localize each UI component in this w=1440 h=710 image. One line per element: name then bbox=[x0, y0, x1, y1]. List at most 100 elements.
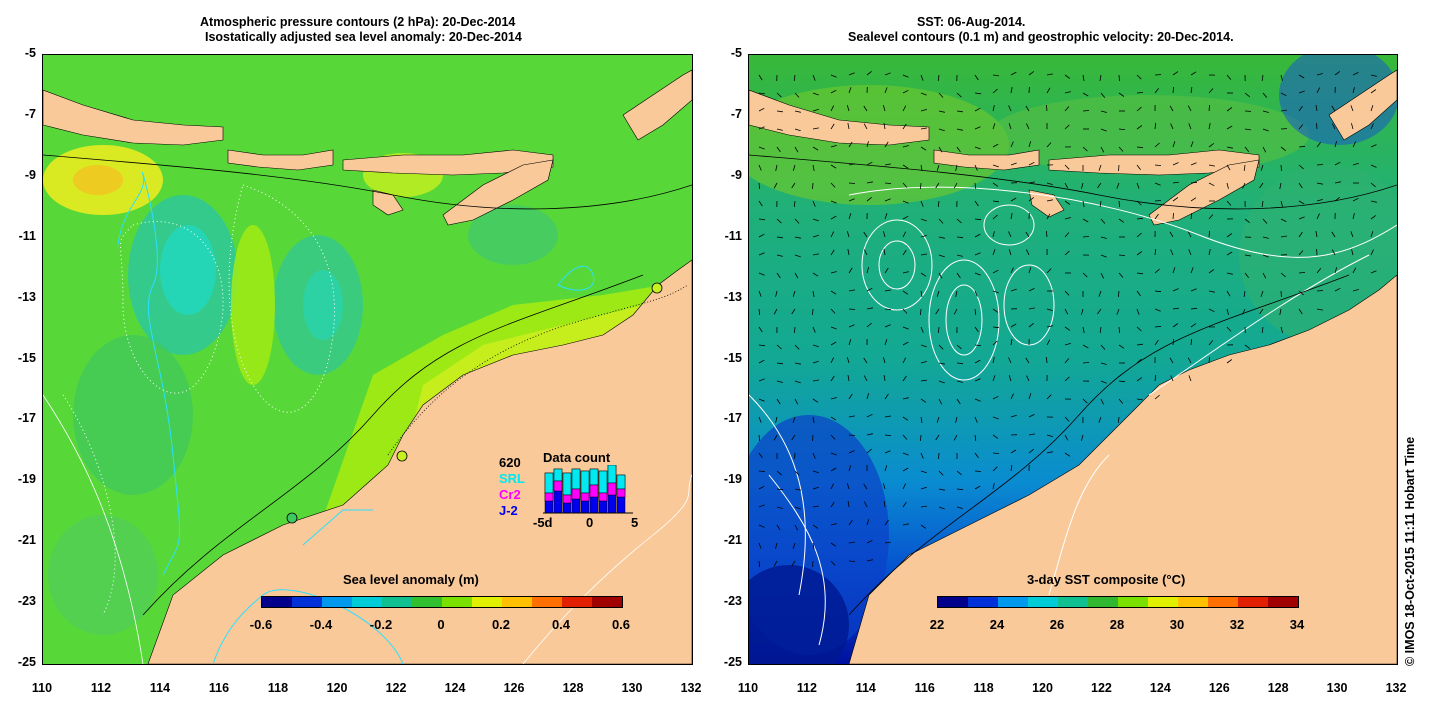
velocity-arrow bbox=[758, 200, 763, 207]
velocity-arrow bbox=[812, 127, 819, 130]
velocity-arrow bbox=[1010, 339, 1013, 346]
velocity-arrow bbox=[1187, 231, 1192, 238]
velocity-arrow bbox=[1008, 123, 1012, 130]
velocity-arrow bbox=[1082, 362, 1090, 364]
velocity-arrow bbox=[974, 164, 978, 171]
velocity-arrow bbox=[1298, 290, 1304, 296]
velocity-arrow bbox=[1187, 105, 1192, 112]
velocity-arrow bbox=[1370, 105, 1374, 112]
velocity-arrow bbox=[938, 236, 945, 239]
velocity-arrow bbox=[992, 395, 999, 400]
left-colorbar bbox=[261, 596, 623, 608]
velocity-arrow bbox=[1244, 92, 1250, 98]
velocity-arrow bbox=[1046, 73, 1053, 76]
velocity-arrow bbox=[1098, 164, 1102, 171]
velocity-arrow bbox=[920, 218, 927, 222]
velocity-arrow bbox=[920, 272, 927, 277]
velocity-arrow bbox=[992, 357, 995, 364]
velocity-arrow bbox=[1172, 323, 1179, 328]
velocity-arrow bbox=[920, 344, 927, 348]
velocity-arrow bbox=[830, 523, 837, 526]
velocity-arrow bbox=[937, 200, 940, 208]
velocity-arrow bbox=[758, 470, 766, 472]
velocity-arrow bbox=[938, 272, 943, 279]
velocity-arrow bbox=[1154, 375, 1157, 382]
velocity-arrow bbox=[863, 105, 868, 112]
velocity-arrow bbox=[812, 452, 816, 459]
velocity-arrow bbox=[775, 290, 778, 297]
velocity-arrow bbox=[902, 164, 909, 169]
velocity-arrow bbox=[1280, 92, 1287, 97]
velocity-arrow bbox=[883, 123, 886, 130]
velocity-arrow bbox=[956, 110, 963, 113]
velocity-arrow bbox=[992, 200, 999, 203]
velocity-arrow bbox=[920, 505, 927, 508]
velocity-arrow bbox=[1334, 196, 1340, 202]
velocity-arrow bbox=[1154, 182, 1161, 186]
velocity-arrow bbox=[1208, 143, 1215, 148]
x-tick-label: 132 bbox=[680, 681, 702, 695]
velocity-arrow bbox=[920, 146, 927, 151]
velocity-arrow bbox=[938, 470, 944, 476]
velocity-arrow bbox=[1243, 290, 1246, 297]
velocity-arrow bbox=[1136, 272, 1144, 275]
velocity-arrow bbox=[776, 380, 783, 383]
velocity-arrow bbox=[863, 375, 868, 382]
velocity-arrow bbox=[1226, 164, 1231, 171]
velocity-arrow bbox=[1118, 326, 1121, 334]
velocity-arrow bbox=[882, 483, 886, 490]
velocity-arrow bbox=[1370, 123, 1374, 130]
velocity-arrow bbox=[794, 344, 800, 350]
velocity-arrow bbox=[938, 326, 940, 334]
velocity-arrow bbox=[794, 452, 796, 460]
velocity-arrow bbox=[1046, 339, 1051, 346]
velocity-arrow bbox=[974, 107, 981, 112]
velocity-arrow bbox=[1154, 248, 1157, 256]
velocity-arrow bbox=[1370, 249, 1374, 256]
velocity-arrow bbox=[1118, 398, 1124, 404]
velocity-arrow bbox=[992, 214, 998, 220]
velocity-arrow bbox=[1226, 146, 1233, 149]
velocity-arrow bbox=[1100, 218, 1106, 224]
velocity-arrow bbox=[758, 252, 765, 256]
velocity-arrow bbox=[1046, 87, 1051, 94]
velocity-arrow bbox=[902, 271, 909, 274]
velocity-arrow bbox=[830, 357, 834, 364]
velocity-arrow bbox=[792, 164, 796, 171]
velocity-arrow bbox=[773, 434, 778, 441]
velocity-arrow bbox=[1010, 323, 1017, 328]
sst-map-graphic bbox=[749, 55, 1397, 664]
velocity-arrow bbox=[1118, 254, 1126, 256]
velocity-arrow bbox=[955, 416, 958, 423]
velocity-arrow bbox=[1154, 142, 1160, 148]
velocity-arrow bbox=[1136, 146, 1144, 149]
velocity-arrow bbox=[776, 110, 783, 113]
velocity-arrow bbox=[1046, 199, 1053, 202]
velocity-arrow bbox=[884, 141, 889, 148]
colorbar-segment bbox=[1208, 597, 1238, 607]
velocity-arrow bbox=[1064, 182, 1069, 189]
velocity-arrow bbox=[974, 233, 981, 238]
velocity-arrow bbox=[830, 123, 835, 130]
velocity-arrow bbox=[902, 483, 907, 490]
velocity-arrow bbox=[848, 267, 853, 274]
velocity-arrow bbox=[848, 465, 852, 472]
velocity-arrow bbox=[1100, 344, 1106, 350]
velocity-arrow bbox=[1260, 290, 1264, 297]
sea-level-anomaly-map-graphic bbox=[43, 55, 692, 664]
velocity-arrow bbox=[1352, 72, 1359, 76]
velocity-arrow bbox=[866, 287, 873, 292]
left-title-line2: Isostatically adjusted sea level anomaly… bbox=[205, 30, 522, 44]
velocity-arrow bbox=[776, 470, 782, 476]
y-tick-label: -11 bbox=[18, 228, 36, 243]
velocity-arrow bbox=[1064, 290, 1070, 296]
velocity-arrow bbox=[1262, 92, 1268, 98]
velocity-arrow bbox=[758, 182, 761, 190]
velocity-arrow bbox=[992, 416, 999, 420]
velocity-arrow bbox=[1316, 290, 1324, 292]
velocity-arrow bbox=[812, 92, 819, 96]
velocity-arrow bbox=[794, 146, 799, 153]
velocity-arrow bbox=[1370, 89, 1377, 94]
velocity-arrow bbox=[1331, 105, 1336, 112]
velocity-arrow bbox=[992, 290, 999, 294]
